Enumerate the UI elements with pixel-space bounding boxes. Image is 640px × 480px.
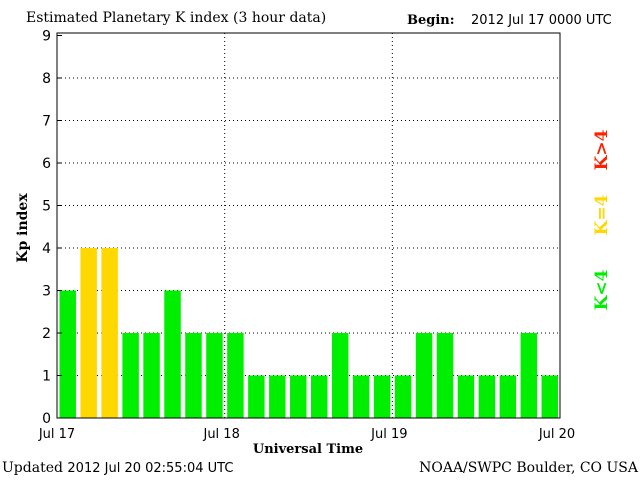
y-tick-label: 9 [42,29,51,45]
y-tick-label: 2 [42,326,51,342]
updated-value: 2012 Jul 20 02:55:04 UTC [67,461,234,476]
y-tick-label: 1 [42,369,51,385]
kp-bar [101,248,118,418]
kp-bar [185,333,202,418]
kp-bar [436,333,454,418]
updated-label: Updated [2,460,63,476]
x-tick-label: Jul 19 [370,427,407,442]
y-tick-label: 4 [42,241,51,257]
kp-bar [206,333,223,418]
kp-bar [520,333,538,418]
y-tick-label: 3 [42,284,51,300]
legend-label: K=4 [592,194,612,235]
kp-bar [499,375,517,418]
y-tick-label: 0 [42,411,51,427]
kp-bar [541,375,558,418]
x-tick-label: Jul 20 [538,427,575,442]
kp-bar [122,333,139,418]
x-tick-label: Jul 18 [202,427,239,442]
legend-label: K>4 [592,129,612,170]
kp-bar [248,375,265,418]
begin-value: 2012 Jul 17 0000 UTC [471,13,612,28]
kp-bar [59,290,76,418]
begin-label: Begin: [407,13,455,28]
chart-title: Estimated Planetary K index (3 hour data… [26,10,327,26]
x-tick-label: Jul 17 [38,427,75,442]
kp-bar [164,290,181,418]
kp-bar [373,375,391,418]
y-tick-label: 6 [42,156,51,172]
y-tick-label: 8 [42,71,51,87]
kp-bar [352,375,370,418]
source-credit: NOAA/SWPC Boulder, CO USA [419,460,638,476]
kp-bar [457,375,475,418]
legend-label: K<4 [592,269,612,310]
updated-timestamp: Updated 2012 Jul 20 02:55:04 UTC [2,460,233,476]
kp-bar [227,333,244,418]
kp-bar [269,375,286,418]
kp-bar [415,333,433,418]
kp-bar [143,333,160,418]
kp-bar [80,248,97,418]
kp-bar [394,375,412,418]
kp-bar [478,375,496,418]
kp-bar [331,333,349,418]
kp-bar [290,375,307,418]
y-axis-label: Kp index [15,193,31,263]
x-axis-label: Universal Time [253,442,363,457]
y-tick-label: 5 [42,199,51,215]
plot-frame [56,32,561,419]
kp-bar [311,375,328,418]
y-tick-label: 7 [42,114,51,130]
